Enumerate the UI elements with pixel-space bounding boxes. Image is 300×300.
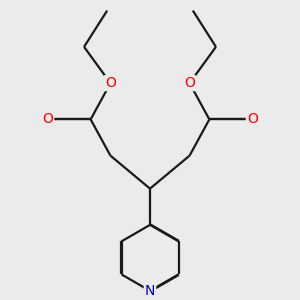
Text: N: N (145, 284, 155, 298)
Text: O: O (105, 76, 116, 90)
Text: O: O (247, 112, 258, 126)
Text: O: O (42, 112, 53, 126)
Text: O: O (184, 76, 195, 90)
